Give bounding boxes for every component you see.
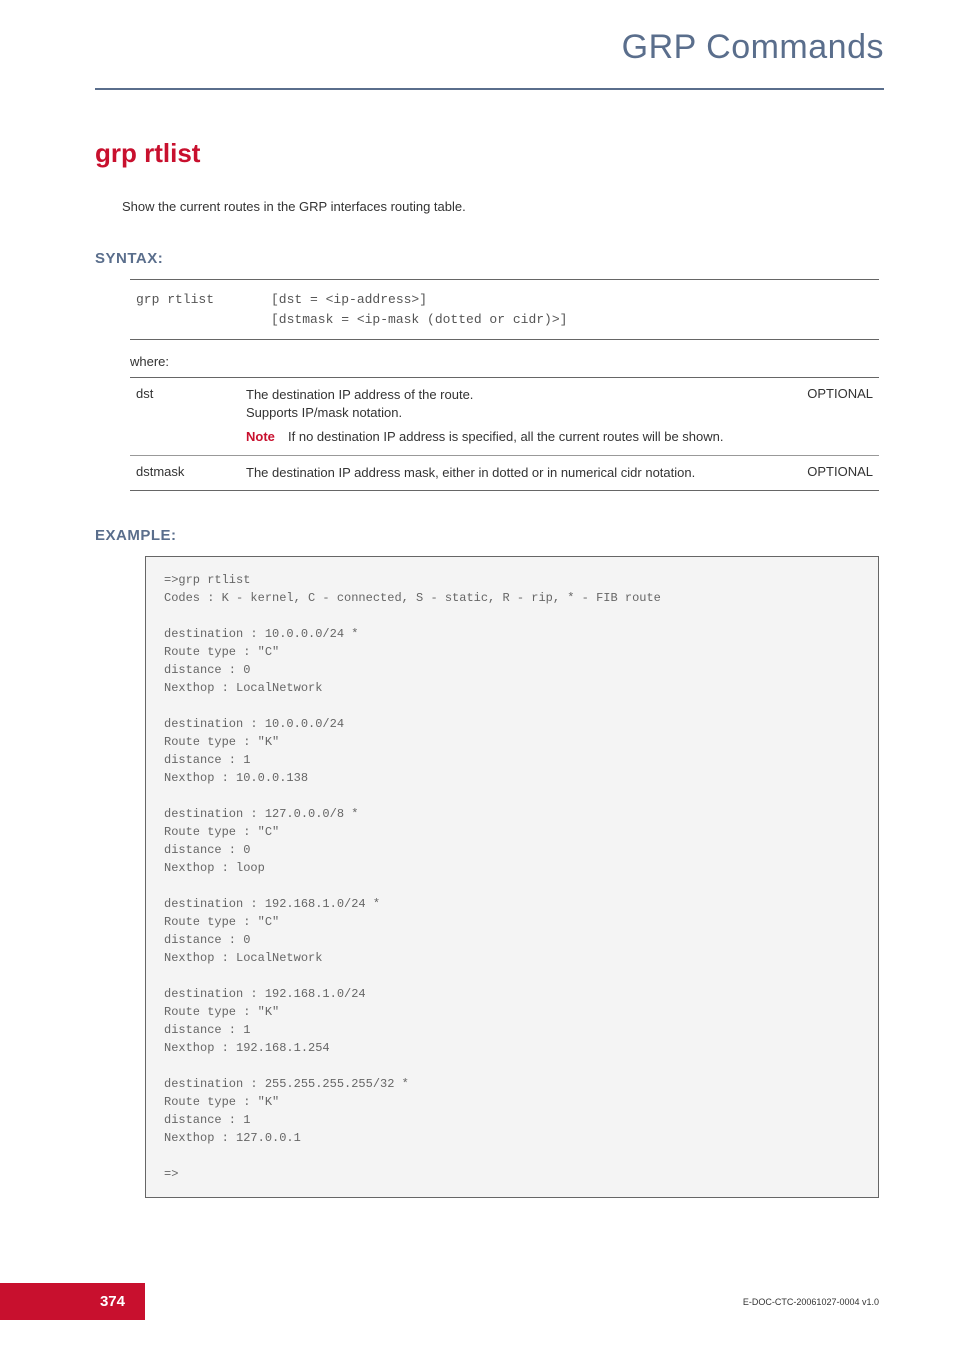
syntax-box: grp rtlist[dst = <ip-address>] [dstmask =…: [130, 279, 879, 340]
note-label: Note: [246, 428, 288, 446]
page-number: 374: [0, 1283, 145, 1320]
syntax-command: grp rtlist: [136, 290, 271, 310]
parameter-row: dstmask The destination IP address mask,…: [130, 456, 879, 490]
example-code-block: =>grp rtlist Codes : K - kernel, C - con…: [145, 556, 879, 1198]
syntax-arg-line: [dstmask = <ip-mask (dotted or cidr)>]: [271, 312, 567, 327]
parameter-name: dst: [136, 386, 246, 447]
syntax-args: [dst = <ip-address>] [dstmask = <ip-mask …: [271, 290, 567, 329]
syntax-arg-line: [dst = <ip-address>]: [271, 292, 427, 307]
where-label: where:: [130, 354, 954, 369]
parameter-desc-line: Supports IP/mask notation.: [246, 405, 402, 420]
parameter-description: The destination IP address of the route.…: [246, 386, 783, 447]
parameter-description: The destination IP address mask, either …: [246, 464, 783, 482]
parameter-name: dstmask: [136, 464, 246, 482]
note-text: If no destination IP address is specifie…: [288, 428, 771, 446]
chapter-title: GRP Commands: [622, 28, 884, 67]
parameter-optional: OPTIONAL: [783, 464, 873, 482]
syntax-label: SYNTAX:: [95, 250, 954, 267]
parameter-row: dst The destination IP address of the ro…: [130, 378, 879, 456]
page-footer: 374 E-DOC-CTC-20061027-0004 v1.0: [0, 1283, 954, 1320]
page-header: GRP Commands: [95, 0, 884, 90]
example-label: EXAMPLE:: [95, 527, 954, 544]
parameter-note: Note If no destination IP address is spe…: [246, 428, 771, 446]
parameter-optional: OPTIONAL: [783, 386, 873, 447]
parameter-table: dst The destination IP address of the ro…: [130, 377, 879, 491]
parameter-desc-line: The destination IP address of the route.: [246, 387, 473, 402]
document-id: E-DOC-CTC-20061027-0004 v1.0: [743, 1297, 879, 1307]
command-description: Show the current routes in the GRP inter…: [122, 199, 954, 214]
command-title: grp rtlist: [95, 138, 954, 169]
